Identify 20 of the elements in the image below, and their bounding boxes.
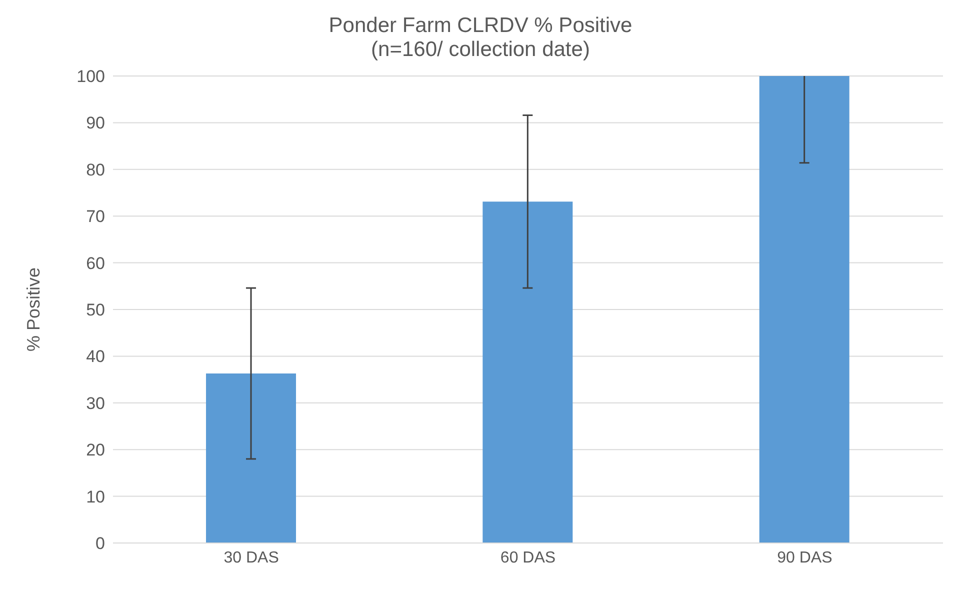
- y-tick-label: 60: [86, 254, 105, 273]
- y-tick-label: 40: [86, 347, 105, 366]
- y-tick-label: 70: [86, 207, 105, 226]
- y-tick-label: 0: [96, 534, 105, 554]
- bar: [206, 373, 296, 543]
- y-tick-label: 30: [86, 394, 105, 413]
- x-tick-label: 90 DAS: [777, 549, 832, 566]
- y-tick-label: 50: [86, 300, 105, 320]
- y-tick-label: 90: [86, 114, 105, 133]
- x-tick-label: 60 DAS: [500, 549, 556, 566]
- y-tick-label: 80: [86, 160, 105, 180]
- y-tick-label: 20: [86, 440, 105, 460]
- chart-subtitle: (n=160/ collection date): [370, 38, 591, 62]
- chart-title: Ponder Farm CLRDV % Positive: [328, 14, 634, 38]
- y-tick-label: 10: [86, 487, 105, 506]
- y-tick-label: 100: [76, 67, 105, 86]
- bar: [759, 76, 850, 543]
- bar: [482, 202, 573, 543]
- x-tick-label: 30 DAS: [224, 549, 279, 566]
- y-axis-title: % Positive: [23, 267, 44, 352]
